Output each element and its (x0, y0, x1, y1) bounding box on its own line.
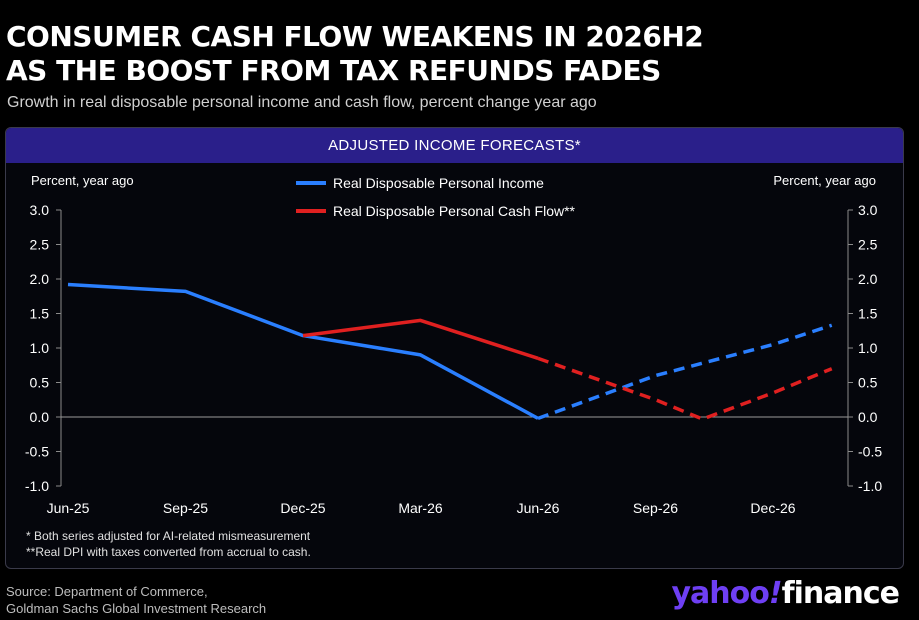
y-tick-label-left: 1.0 (30, 340, 50, 356)
chart-subtitle: Growth in real disposable personal incom… (7, 94, 597, 111)
yahoo-finance-logo: yahoo!finance (671, 576, 900, 611)
y-tick-label-left: 3.0 (30, 202, 50, 218)
y-tick-label-right: 0.0 (858, 409, 878, 425)
y-tick-label-right: -1.0 (858, 478, 882, 494)
source-note: Source: Department of Commerce, Goldman … (6, 583, 266, 617)
y-tick-label-left: -1.0 (25, 478, 49, 494)
chart-title: CONSUMER CASH FLOW WEAKENS IN 2026H2 AS … (6, 20, 704, 88)
x-tick-label: Sep-25 (163, 500, 208, 516)
y-axis-label-left: Percent, year ago (31, 173, 134, 188)
y-tick-label-right: 1.0 (858, 340, 878, 356)
footnote-2: **Real DPI with taxes converted from acc… (26, 545, 311, 559)
series-line-income (67, 282, 539, 420)
series-line-cash-flow (302, 318, 539, 361)
y-tick-label-left: 0.5 (30, 375, 50, 391)
y-axis-label-right: Percent, year ago (773, 173, 876, 188)
x-tick-label: Mar-26 (398, 500, 443, 516)
footnote-1: * Both series adjusted for AI-related mi… (26, 529, 311, 543)
x-tick-label: Dec-25 (280, 500, 325, 516)
source-line-1: Source: Department of Commerce, (6, 584, 208, 599)
title-line-2: AS THE BOOST FROM TAX REFUNDS FADES (6, 54, 661, 87)
y-tick-label-left: 2.0 (30, 271, 50, 287)
y-tick-label-right: 3.0 (858, 202, 878, 218)
y-tick-label-right: 0.5 (858, 375, 878, 391)
logo-brand: yahoo (671, 576, 769, 611)
logo-sub: finance (781, 576, 900, 611)
legend-label-income: Real Disposable Personal Income (333, 175, 544, 191)
line-chart: Percent, year ago Percent, year ago 3.0 3.0… (25, 173, 882, 516)
y-tick-label-left: 1.5 (30, 306, 50, 322)
y-tick-label-left: 0.0 (30, 409, 50, 425)
series-forecast-line-income (537, 323, 833, 421)
panel-header: ADJUSTED INCOME FORECASTS* (6, 128, 903, 163)
y-tick-label-right: 2.5 (858, 237, 878, 253)
series-forecast-line-cash-flow (537, 356, 833, 421)
source-line-2: Goldman Sachs Global Investment Research (6, 601, 267, 616)
y-tick-label-right: -0.5 (858, 444, 882, 460)
panel-header-label: ADJUSTED INCOME FORECASTS* (328, 137, 581, 154)
logo-slash: ! (768, 576, 783, 611)
y-tick-label-left: 2.5 (30, 237, 50, 253)
legend-label-cash-flow: Real Disposable Personal Cash Flow** (333, 203, 576, 219)
x-tick-label: Jun-25 (47, 500, 90, 516)
y-tick-label-right: 1.5 (858, 306, 878, 322)
x-tick-label: Jun-26 (517, 500, 560, 516)
chart-panel: ADJUSTED INCOME FORECASTS* Percent, year… (5, 127, 904, 569)
y-tick-label-right: 2.0 (858, 271, 878, 287)
title-line-1: CONSUMER CASH FLOW WEAKENS IN 2026H2 (6, 20, 704, 53)
y-tick-label-left: -0.5 (25, 444, 49, 460)
x-tick-label: Sep-26 (633, 500, 678, 516)
x-tick-label: Dec-26 (750, 500, 795, 516)
